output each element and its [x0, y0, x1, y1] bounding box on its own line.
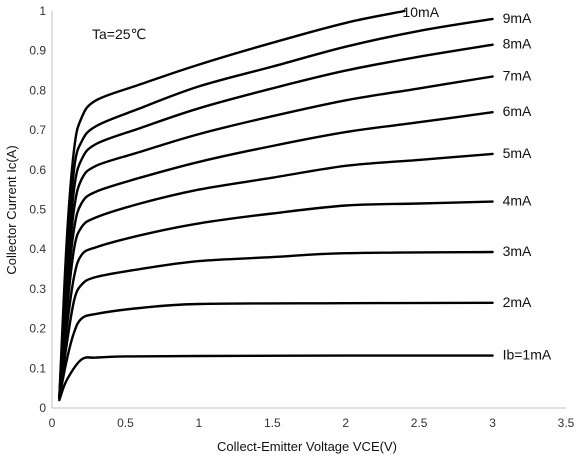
curve-line: [58, 75, 494, 400]
curve-line: [58, 250, 494, 400]
curve-line: [58, 43, 494, 400]
x-tick-label: 1: [196, 416, 203, 430]
y-tick-label: 0.3: [29, 282, 46, 296]
x-tick-label: 3: [489, 416, 496, 430]
curve-line: [58, 200, 494, 400]
temperature-annotation: Ta=25℃: [92, 26, 146, 42]
y-axis-title: Collector Current Ic(A): [4, 145, 19, 274]
curve-label: 7mA: [503, 68, 532, 84]
x-axis-title: Collect-Emitter Voltage VCE(V): [217, 439, 397, 454]
curve-line: [58, 9, 406, 400]
curve-label: Ib=1mA: [503, 347, 552, 363]
curve-label: 9mA: [503, 10, 532, 26]
x-tick-label: 3.5: [558, 416, 575, 430]
y-tick-label: 0.9: [29, 44, 46, 58]
curve-label: 8mA: [503, 36, 532, 52]
y-tick-label: 0: [39, 401, 46, 415]
curve-label: 6mA: [503, 103, 532, 119]
y-tick-label: 0.2: [29, 322, 46, 336]
y-tick-label: 0.6: [29, 163, 46, 177]
curve-line: [58, 301, 494, 400]
y-tick-label: 0.5: [29, 203, 46, 217]
curve-line: [58, 111, 494, 400]
tick-labels: 0 0.5 1 1.5 2 2.5 3 3.5 0 0.1 0.2 0.3 0.4 0.5 0.6 0.7 0.…: [29, 4, 574, 430]
y-tick-label: 0.8: [29, 83, 46, 97]
axes: [51, 11, 566, 409]
curves: [58, 9, 494, 402]
curve-line: [58, 152, 494, 400]
y-tick-label: 0.7: [29, 123, 46, 137]
y-tick-label: 0.4: [29, 242, 46, 256]
x-tick-label: 0.5: [117, 416, 134, 430]
curve-line: [58, 354, 494, 402]
curve-label: 2mA: [503, 294, 532, 310]
x-tick-label: 1.5: [264, 416, 281, 430]
x-tick-label: 0: [49, 416, 56, 430]
y-tick-label: 0.1: [29, 361, 46, 375]
curve-label: 4mA: [503, 193, 532, 209]
curve-labels: Ib=1mA 2mA 3mA 4mA 5mA 6mA 7mA 8mA 9mA 10mA: [402, 4, 551, 363]
curve-line: [58, 17, 494, 400]
curve-label: 10mA: [402, 4, 439, 20]
curve-label: 5mA: [503, 145, 532, 161]
y-tick-label: 1: [39, 4, 46, 18]
x-tick-label: 2.5: [411, 416, 428, 430]
curve-label: 3mA: [503, 243, 532, 259]
x-tick-label: 2: [342, 416, 349, 430]
